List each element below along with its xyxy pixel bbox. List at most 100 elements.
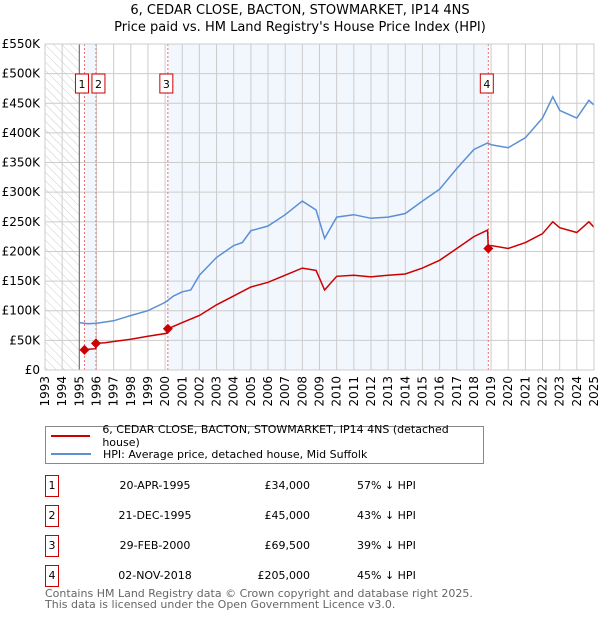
x-tick-label: 2008 [295,376,309,407]
sale-marker-number: 2 [95,78,102,91]
sale-hpi-diff: 45% ↓ HPI [357,569,416,582]
x-tick-label: 2003 [210,376,224,407]
sale-number: 3 [45,535,59,557]
sale-marker-box [91,73,106,94]
sale-date: 20-APR-1995 [119,479,191,492]
sale-price: £205,000 [257,569,311,582]
y-tick-label: £500K [2,67,42,81]
sale-number: 1 [45,475,59,497]
y-tick-label: £550K [2,37,42,51]
x-tick-label: 2022 [536,376,550,407]
x-tick-label: 2019 [484,376,498,407]
y-tick-label: £300K [2,185,42,199]
x-tick-label: 2000 [158,376,172,407]
x-tick-label: 2024 [570,376,584,407]
shaded-period [167,44,489,370]
sale-number: 2 [45,505,59,527]
sale-hpi-diff: 57% ↓ HPI [357,479,416,492]
x-tick-label: 1993 [38,376,52,407]
table-row: 4 02-NOV-2018 £205,000 45% ↓ HPI [45,565,445,587]
x-tick-label: 1994 [55,376,69,407]
sale-marker-number: 1 [78,78,85,91]
x-tick-label: 2004 [227,376,241,407]
legend-swatch-red [51,435,91,437]
sale-marker-label: 4 [479,73,494,94]
y-tick-label: £400K [2,126,42,140]
sale-marker-label: 3 [159,73,174,94]
y-tick-label: £250K [2,215,42,229]
sale-date: 02-NOV-2018 [118,569,192,582]
x-tick-label: 1997 [107,376,121,407]
footer-licence: This data is licensed under the Open Gov… [45,598,396,611]
sale-date: 21-DEC-1995 [118,509,192,522]
x-tick-label: 1999 [141,376,155,407]
x-tick-label: 2011 [347,376,361,407]
footer-copyright: Contains HM Land Registry data © Crown c… [45,587,473,600]
legend: 6, CEDAR CLOSE, BACTON, STOWMARKET, IP14… [45,423,484,464]
sale-marker-label: 1 [74,73,89,94]
legend-label: HPI: Average price, detached house, Mid … [103,447,368,461]
legend-item-property: 6, CEDAR CLOSE, BACTON, STOWMARKET, IP14… [46,423,483,449]
sale-price: £34,000 [264,479,311,492]
x-tick-label: 2018 [467,376,481,407]
x-tick-label: 1995 [72,376,86,407]
sale-marker-number: 3 [163,78,170,91]
x-tick-label: 2001 [175,376,189,407]
x-tick-label: 2014 [398,376,412,407]
y-tick-label: £450K [2,96,42,110]
y-tick-label: £50K [9,333,41,347]
x-tick-label: 2010 [330,376,344,407]
x-tick-label: 2016 [433,376,447,407]
x-tick-label: 2005 [244,376,258,407]
x-tick-label: 2007 [278,376,292,407]
sale-marker-box [479,73,494,94]
y-tick-label: £150K [2,274,42,288]
y-tick-label: £350K [2,156,42,170]
x-tick-label: 1998 [124,376,138,407]
legend-item-hpi: HPI: Average price, detached house, Mid … [46,445,367,463]
x-tick-label: 2017 [450,376,464,407]
sale-marker-label: 2 [91,73,106,94]
x-tick-label: 2013 [381,376,395,407]
x-tick-label: 2015 [415,376,429,407]
y-tick-label: £0 [25,363,40,377]
x-tick-label: 2012 [364,376,378,407]
chart-subtitle: Price paid vs. HM Land Registry's House … [114,20,486,35]
sale-point [79,344,90,355]
chart-title: 6, CEDAR CLOSE, BACTON, STOWMARKET, IP14… [130,3,470,18]
x-tick-label: 1996 [89,376,103,407]
sale-number: 4 [45,565,59,587]
sale-marker-box [159,73,174,94]
footer: Contains HM Land Registry data © Crown c… [45,588,473,610]
table-row: 1 20-APR-1995 £34,000 57% ↓ HPI [45,475,445,497]
sale-price: £45,000 [264,509,311,522]
x-tick-label: 2023 [553,376,567,407]
y-tick-label: £200K [2,244,42,258]
series-line [79,95,595,325]
table-row: 3 29-FEB-2000 £69,500 39% ↓ HPI [45,535,445,557]
series-line [84,220,595,351]
x-tick-label: 2006 [261,376,275,407]
sale-point [90,338,101,349]
x-tick-label: 2002 [192,376,206,407]
shaded-period [84,44,96,370]
sale-marker-box [74,73,89,94]
x-tick-label: 2021 [518,376,532,407]
legend-label: 6, CEDAR CLOSE, BACTON, STOWMARKET, IP14… [102,423,449,449]
sale-price: £69,500 [264,539,311,552]
sale-marker-number: 4 [483,78,490,91]
x-tick-label: 2020 [501,376,515,407]
sale-hpi-diff: 43% ↓ HPI [357,509,416,522]
sale-point [162,323,173,334]
x-tick-label: 2009 [313,376,327,407]
sale-date: 29-FEB-2000 [119,539,191,552]
legend-swatch-blue [51,453,91,455]
x-tick-label: 2025 [587,376,600,407]
table-row: 2 21-DEC-1995 £45,000 43% ↓ HPI [45,505,445,527]
y-tick-label: £100K [2,304,42,318]
sale-point [483,243,494,254]
plot-border [44,43,595,371]
sale-hpi-diff: 39% ↓ HPI [357,539,416,552]
price-chart: 1993 1994 1995 1996 1997 1998 1999 2000 2001 2002… [2,37,600,407]
